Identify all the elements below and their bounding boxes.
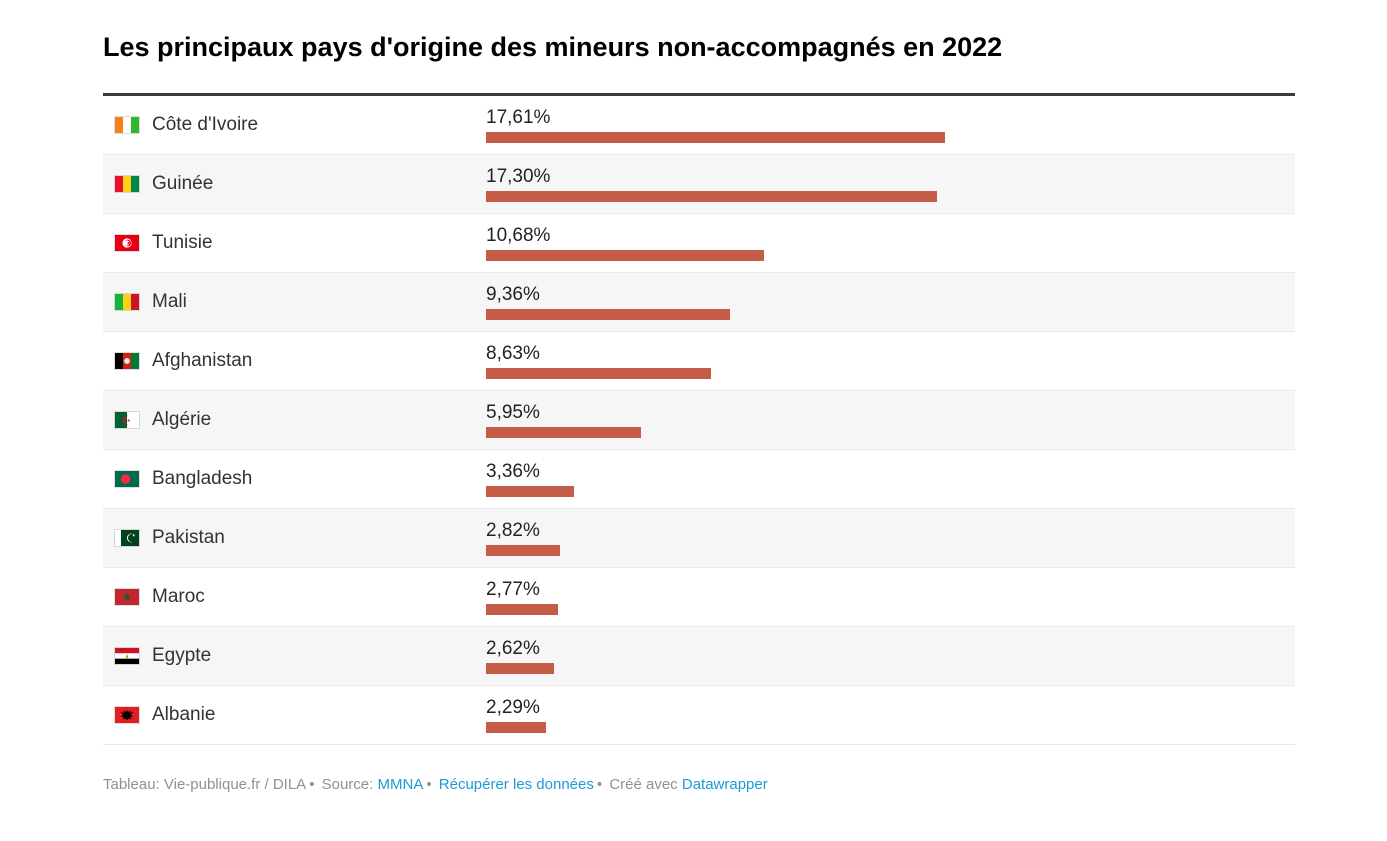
value-label: 2,62% bbox=[486, 638, 540, 660]
value-bar bbox=[486, 722, 546, 734]
country-cell: Guinée bbox=[103, 155, 486, 213]
value-bar bbox=[486, 250, 764, 262]
flag-pakistan-icon bbox=[115, 530, 139, 547]
footer-separator: • bbox=[596, 776, 603, 794]
flag-maroc-icon bbox=[115, 589, 139, 606]
country-cell: Pakistan bbox=[103, 509, 486, 567]
table-row: Pakistan 2,82% bbox=[103, 509, 1295, 569]
table-row: Côte d'Ivoire 17,61% bbox=[103, 96, 1295, 156]
country-label: Tunisie bbox=[152, 232, 213, 254]
table-row: Afghanistan 8,63% bbox=[103, 332, 1295, 392]
value-cell: 17,61% bbox=[486, 96, 1295, 154]
value-cell: 2,77% bbox=[486, 568, 1295, 626]
value-cell: 3,36% bbox=[486, 450, 1295, 508]
attribution-text: Tableau: Vie-publique.fr / DILA bbox=[103, 776, 307, 794]
country-label: Guinée bbox=[152, 173, 214, 195]
country-table: Côte d'Ivoire 17,61% Guinée 17,30% Tunis… bbox=[103, 93, 1295, 746]
value-cell: 2,82% bbox=[486, 509, 1295, 567]
value-bar bbox=[486, 309, 730, 321]
table-row: Mali 9,36% bbox=[103, 273, 1295, 333]
chart-title: Les principaux pays d'origine des mineur… bbox=[103, 32, 1003, 63]
source-link[interactable]: MMNA bbox=[377, 776, 424, 794]
table-row: Egypte 2,62% bbox=[103, 627, 1295, 687]
value-label: 2,29% bbox=[486, 697, 540, 719]
value-label: 9,36% bbox=[486, 284, 540, 306]
flag-egypte-icon bbox=[115, 648, 139, 665]
country-label: Pakistan bbox=[152, 527, 225, 549]
value-bar bbox=[486, 663, 554, 675]
flag-bangladesh-icon bbox=[115, 471, 139, 488]
flag-albanie-icon bbox=[115, 707, 139, 724]
value-label: 5,95% bbox=[486, 402, 540, 424]
footer-separator: • bbox=[309, 776, 315, 794]
country-label: Algérie bbox=[152, 409, 212, 431]
table-row: Tunisie 10,68% bbox=[103, 214, 1295, 274]
flag-algerie-icon bbox=[115, 412, 139, 429]
country-cell: Maroc bbox=[103, 568, 486, 626]
table-row: Bangladesh 3,36% bbox=[103, 450, 1295, 510]
country-label: Maroc bbox=[152, 586, 205, 608]
value-cell: 2,62% bbox=[486, 627, 1295, 685]
flag-mali-icon bbox=[115, 294, 139, 311]
value-label: 2,82% bbox=[486, 520, 540, 542]
value-cell: 17,30% bbox=[486, 155, 1295, 213]
value-label: 8,63% bbox=[486, 343, 540, 365]
value-bar bbox=[486, 545, 560, 557]
value-bar bbox=[486, 368, 711, 380]
country-cell: Côte d'Ivoire bbox=[103, 96, 486, 154]
value-bar bbox=[486, 486, 574, 498]
value-label: 10,68% bbox=[486, 225, 551, 247]
flag-afghanistan-icon bbox=[115, 353, 139, 370]
value-label: 3,36% bbox=[486, 461, 540, 483]
country-cell: Albanie bbox=[103, 686, 486, 744]
value-cell: 10,68% bbox=[486, 214, 1295, 272]
table-row: Albanie 2,29% bbox=[103, 686, 1295, 746]
get-the-data-link[interactable]: Récupérer les données bbox=[438, 776, 594, 794]
value-cell: 2,29% bbox=[486, 686, 1295, 744]
value-bar bbox=[486, 191, 937, 203]
value-cell: 5,95% bbox=[486, 391, 1295, 449]
value-cell: 9,36% bbox=[486, 273, 1295, 331]
country-cell: Algérie bbox=[103, 391, 486, 449]
country-cell: Bangladesh bbox=[103, 450, 486, 508]
datawrapper-link[interactable]: Datawrapper bbox=[681, 776, 768, 794]
country-cell: Egypte bbox=[103, 627, 486, 685]
value-bar bbox=[486, 427, 641, 439]
value-label: 2,77% bbox=[486, 579, 540, 601]
country-label: Mali bbox=[152, 291, 187, 313]
value-label: 17,30% bbox=[486, 166, 551, 188]
flag-tunisie-icon bbox=[115, 235, 139, 252]
country-cell: Afghanistan bbox=[103, 332, 486, 390]
table-row: Maroc 2,77% bbox=[103, 568, 1295, 628]
footer-separator: • bbox=[426, 776, 432, 794]
table-row: Guinée 17,30% bbox=[103, 155, 1295, 215]
country-label: Afghanistan bbox=[152, 350, 253, 372]
value-label: 17,61% bbox=[486, 107, 551, 129]
country-label: Côte d'Ivoire bbox=[152, 114, 259, 136]
country-label: Albanie bbox=[152, 704, 216, 726]
chart-footer: Tableau: Vie-publique.fr / DILA • Source:… bbox=[103, 776, 1387, 793]
country-cell: Mali bbox=[103, 273, 486, 331]
flag-guinee-icon bbox=[115, 176, 139, 193]
flag-cote-divoire-icon bbox=[115, 117, 139, 134]
value-cell: 8,63% bbox=[486, 332, 1295, 390]
country-cell: Tunisie bbox=[103, 214, 486, 272]
country-label: Bangladesh bbox=[152, 468, 253, 490]
value-bar bbox=[486, 132, 945, 144]
country-label: Egypte bbox=[152, 645, 212, 667]
table-row: Algérie 5,95% bbox=[103, 391, 1295, 451]
created-with-label: Créé avec bbox=[609, 776, 678, 794]
source-label: Source: bbox=[321, 776, 374, 794]
value-bar bbox=[486, 604, 558, 616]
